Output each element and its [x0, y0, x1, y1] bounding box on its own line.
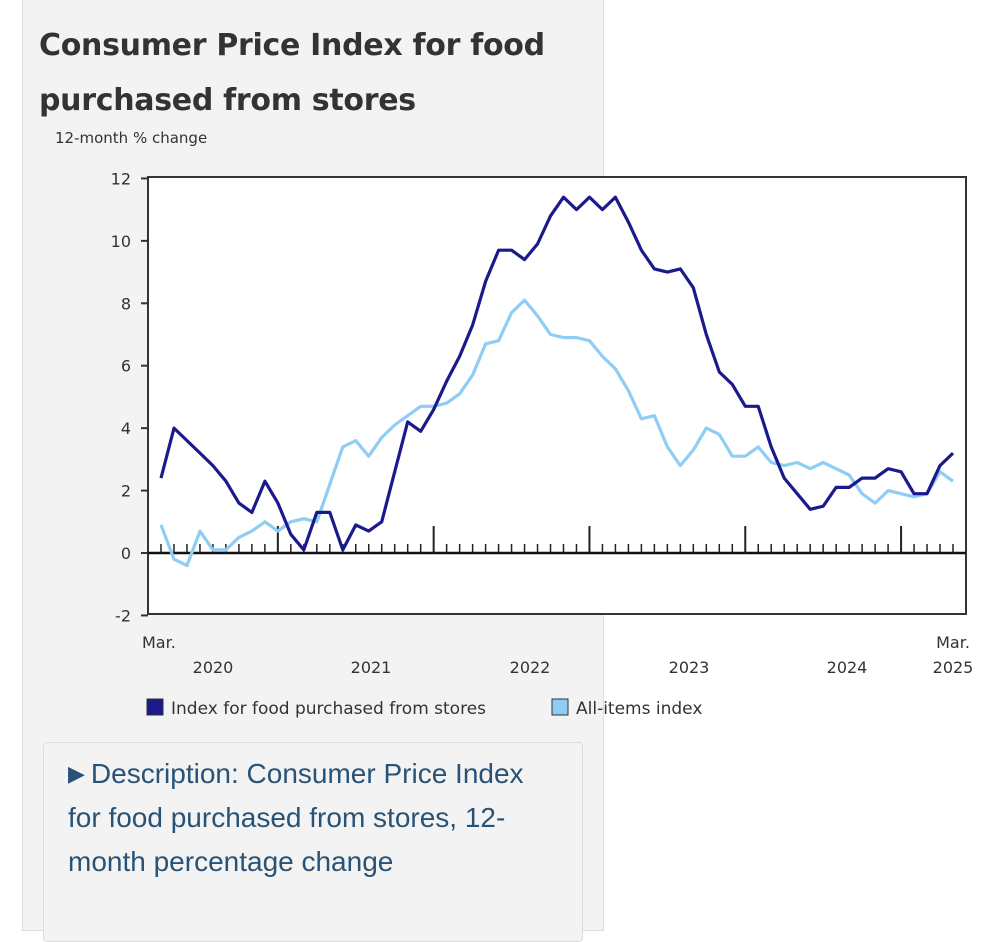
legend-swatch-all-items: [551, 698, 569, 716]
series-line-all-items: [159, 298, 954, 568]
x-end-label: Mar.: [936, 633, 970, 652]
legend-label-all-items: All-items index: [576, 699, 702, 719]
x-year-label: 2020: [193, 658, 234, 677]
legend-label-food: Index for food purchased from stores: [171, 699, 486, 719]
x-year-label: 2021: [351, 658, 392, 677]
x-start-label: Mar.: [142, 633, 176, 652]
y-axis: 12 10 8 6 4 2 0 -2: [111, 169, 148, 625]
x-year-label: 2025: [933, 658, 974, 677]
chart-title: Consumer Price Index for food purchased …: [39, 28, 545, 118]
y-tick-label: 4: [121, 419, 131, 438]
legend-swatch-food: [146, 698, 164, 716]
plot-area: [147, 176, 967, 615]
description-label: Description: Consumer Price Index for fo…: [68, 758, 524, 877]
description-details[interactable]: [43, 742, 583, 942]
triangle-right-icon: ▶: [68, 761, 85, 786]
description-toggle[interactable]: ▶ Description: Consumer Price Index for f…: [68, 752, 538, 884]
x-axis: Mar. Mar. 2020 2021 2022 2023 2024 2025: [142, 526, 973, 677]
x-year-label: 2023: [669, 658, 710, 677]
series-group: [159, 195, 955, 568]
y-tick-label: 8: [121, 294, 131, 313]
y-tick-label: 0: [121, 544, 131, 563]
series-line-food: [159, 195, 955, 552]
y-tick-label: 12: [111, 169, 131, 188]
x-year-label: 2022: [510, 658, 551, 677]
y-tick-label: 6: [121, 357, 131, 376]
y-tick-label: 10: [111, 232, 131, 251]
y-tick-label: -2: [115, 606, 131, 625]
y-tick-label: 2: [121, 482, 131, 501]
x-year-label: 2024: [827, 658, 868, 677]
legend: Index for food purchased from stores All…: [146, 698, 702, 719]
y-axis-label: 12-month % change: [55, 129, 207, 147]
